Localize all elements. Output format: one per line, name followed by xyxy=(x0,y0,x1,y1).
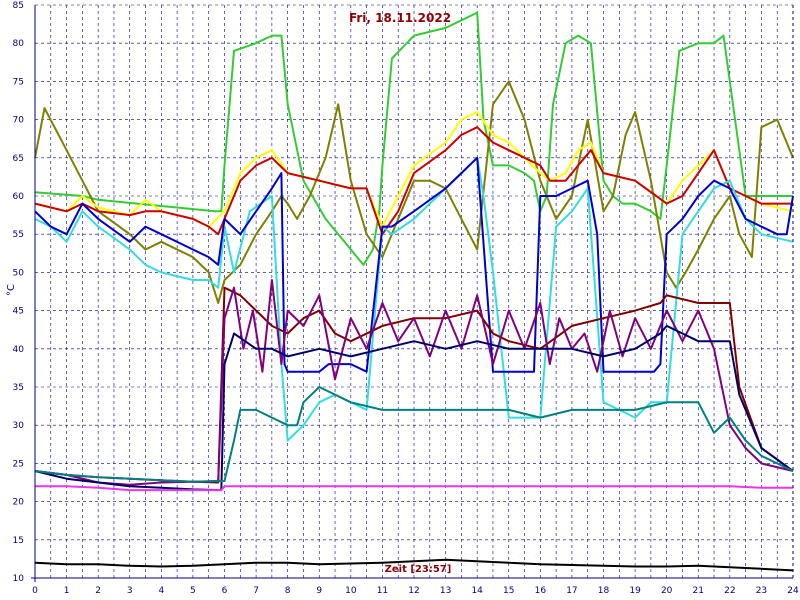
series-line-4 xyxy=(34,126,793,236)
y-tick-label: 45 xyxy=(13,307,24,317)
series-line-2 xyxy=(34,80,794,304)
y-tick-label: 75 xyxy=(13,77,24,87)
y-tick-label: 70 xyxy=(13,116,25,126)
axes xyxy=(31,5,794,582)
series-line-12 xyxy=(34,558,794,572)
y-tick-label: 25 xyxy=(13,459,24,469)
x-tick-label: 8 xyxy=(285,586,291,596)
x-tick-label: 12 xyxy=(408,586,419,596)
series-lines xyxy=(34,11,794,572)
x-tick-label: 21 xyxy=(693,586,704,596)
series-line-11 xyxy=(35,485,793,492)
x-tick-label: 23 xyxy=(756,586,767,596)
y-axis-label: °C xyxy=(6,284,17,296)
y-tick-label: 15 xyxy=(13,536,24,546)
y-tick-label: 65 xyxy=(13,154,24,164)
x-tick-label: 22 xyxy=(724,586,735,596)
chart-title: Fri, 18.11.2022 xyxy=(349,11,451,25)
series-line-1 xyxy=(34,11,793,266)
y-tick-label: 40 xyxy=(13,345,25,355)
tick-labels: 0 1 2 3 4 5 6 7 8 9 10 11 12 13 14 15 16 17 18 19 20 21 22 23 24… xyxy=(13,1,799,596)
x-tick-label: 7 xyxy=(253,586,259,596)
y-tick-label: 50 xyxy=(13,268,25,278)
x-tick-label: 1 xyxy=(64,586,70,596)
y-tick-label: 10 xyxy=(13,574,25,584)
x-tick-label: 19 xyxy=(629,586,641,596)
y-tick-label: 35 xyxy=(13,383,24,393)
x-tick-label: 17 xyxy=(566,586,577,596)
x-tick-label: 2 xyxy=(95,586,101,596)
x-tick-label: 3 xyxy=(127,586,133,596)
x-tick-label: 0 xyxy=(32,586,38,596)
x-tick-label: 13 xyxy=(440,586,451,596)
series-line-3 xyxy=(34,111,794,228)
series-line-10 xyxy=(34,386,794,483)
x-axis-label: Zeit [23:57] xyxy=(385,564,452,575)
series-line-6 xyxy=(34,156,794,373)
x-tick-label: 20 xyxy=(661,586,673,596)
x-tick-label: 15 xyxy=(503,586,514,596)
y-tick-label: 20 xyxy=(13,498,25,508)
y-tick-label: 80 xyxy=(13,39,25,49)
grid xyxy=(34,4,794,579)
x-tick-label: 4 xyxy=(158,586,164,596)
series-line-5 xyxy=(34,156,794,442)
x-tick-label: 24 xyxy=(787,586,799,596)
y-tick-label: 60 xyxy=(13,192,25,202)
x-tick-label: 10 xyxy=(345,586,357,596)
x-tick-label: 6 xyxy=(222,586,228,596)
x-tick-label: 9 xyxy=(316,586,322,596)
y-tick-label: 55 xyxy=(13,230,24,240)
x-tick-label: 11 xyxy=(377,586,388,596)
y-tick-label: 30 xyxy=(13,421,25,431)
x-tick-label: 14 xyxy=(471,586,483,596)
x-tick-label: 16 xyxy=(535,586,547,596)
y-tick-label: 85 xyxy=(13,1,24,11)
series-line-8 xyxy=(34,279,794,486)
x-tick-label: 5 xyxy=(190,586,196,596)
x-tick-label: 18 xyxy=(598,586,610,596)
